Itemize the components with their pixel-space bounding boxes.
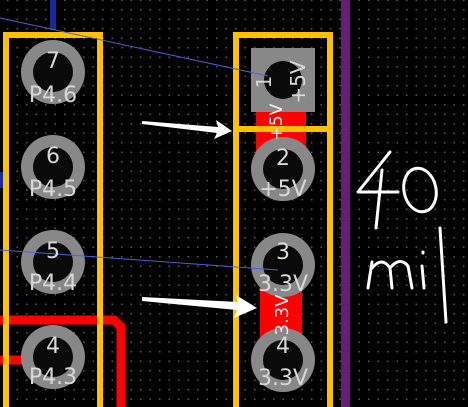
right-pad-3[interactable] (251, 233, 315, 297)
ratsnest-line-top (0, 17, 269, 77)
handwritten-annotation-line2: mil (398, 292, 413, 303)
left-pad-5[interactable] (21, 230, 85, 294)
left-pad-7-number: 7 (46, 49, 60, 74)
left-pad-6[interactable] (21, 135, 85, 199)
left-pad-4-net: P4.3 (28, 365, 78, 390)
handwritten-annotation-line1: 40 (398, 224, 411, 235)
right-pad-4[interactable] (251, 328, 315, 392)
pad-1-net-label-rotated: +5V (286, 60, 310, 103)
left-pad-4[interactable] (21, 325, 85, 389)
right-pad-1-square[interactable] (251, 48, 315, 112)
arrow-to-3v3-trace (142, 295, 257, 318)
copper-trace-left[interactable] (0, 315, 126, 407)
right-pad-2[interactable] (251, 137, 315, 201)
left-pad-6-net: P4.5 (28, 177, 78, 202)
arrow-to-5v-trace (142, 120, 232, 139)
left-pad-4-number: 4 (46, 334, 60, 359)
right-pad-3-number: 3 (276, 240, 290, 265)
right-pad-4-net: 3.3V (257, 366, 309, 391)
board-edge (341, 0, 350, 407)
right-pad-4-number: 4 (276, 334, 290, 359)
left-pad-7-net: P4.6 (28, 83, 78, 108)
right-header-outline[interactable] (233, 32, 333, 407)
left-pad-5-number: 5 (46, 239, 60, 264)
right-pad-2-net: +5V (259, 177, 307, 202)
trace-label-5v: +5V (267, 103, 287, 140)
right-pad-3-net: 3.3V (257, 272, 309, 297)
handwritten-40-mil (356, 150, 448, 324)
left-pad-7[interactable] (21, 40, 85, 104)
trace-label-3v3: 3.3V (272, 294, 293, 336)
pad-1-number-label-rotated: 1 (252, 76, 276, 89)
left-pad-6-number: 6 (46, 144, 60, 169)
left-header-outline[interactable] (3, 32, 103, 407)
right-pad-2-number: 2 (276, 146, 290, 171)
left-pad-5-net: P4.4 (28, 271, 78, 296)
ratsnest-line-middle (0, 249, 279, 271)
blue-trace-stub[interactable] (50, 0, 56, 30)
